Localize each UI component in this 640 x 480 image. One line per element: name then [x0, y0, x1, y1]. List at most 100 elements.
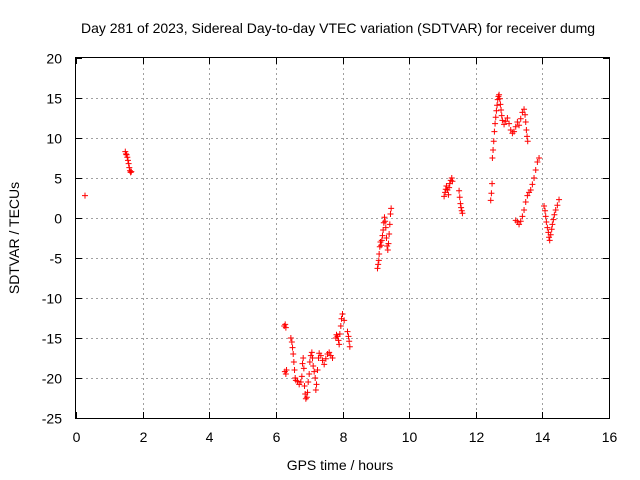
- data-point: [335, 337, 342, 344]
- y-axis-label: SDTVAR / TECUs: [6, 182, 22, 294]
- data-point: [496, 95, 503, 102]
- data-point: [514, 119, 521, 125]
- data-point: [489, 180, 496, 187]
- data-point: [502, 118, 509, 125]
- data-point: [529, 181, 536, 188]
- data-point: [124, 157, 131, 164]
- data-point: [524, 192, 531, 199]
- data-point: [504, 115, 511, 121]
- data-point: [346, 343, 353, 350]
- data-point: [456, 187, 463, 194]
- data-point: [124, 154, 131, 161]
- data-point: [329, 355, 336, 361]
- data-point: [541, 203, 548, 209]
- data-point: [441, 193, 448, 200]
- x-tick-label: 6: [273, 429, 281, 445]
- data-point: [493, 107, 500, 114]
- data-point: [126, 164, 133, 171]
- y-tick-label: -20: [42, 371, 62, 387]
- data-point: [126, 167, 133, 174]
- data-point: [496, 91, 503, 98]
- axis-ticks: [76, 58, 610, 419]
- y-tick-label: -10: [42, 291, 62, 307]
- y-tick-label: -25: [42, 411, 62, 427]
- data-point: [445, 191, 452, 198]
- tick-labels: 0 2 4 6 8 10 12 14 16 -25 -20 -15 -10 -5 0 5 10 15 20: [42, 51, 618, 446]
- data-point: [385, 240, 392, 247]
- x-tick-label: 0: [73, 429, 81, 445]
- x-tick-label: 2: [140, 429, 148, 445]
- data-point: [304, 389, 311, 396]
- data-point: [511, 128, 518, 135]
- data-point: [321, 361, 328, 368]
- data-point: [345, 333, 352, 340]
- data-point: [456, 194, 463, 201]
- data-point: [326, 349, 333, 356]
- data-point: [313, 381, 320, 388]
- data-point: [521, 207, 528, 213]
- data-point: [378, 242, 385, 249]
- data-point: [388, 205, 395, 212]
- data-point: [306, 359, 313, 365]
- data-point: [507, 127, 514, 133]
- y-tick-label: 5: [54, 171, 62, 187]
- data-point: [386, 221, 393, 228]
- x-axis-label: GPS time / hours: [287, 457, 394, 473]
- x-tick-label: 12: [469, 429, 485, 445]
- x-tick-label: 16: [602, 429, 618, 445]
- data-point: [299, 360, 306, 367]
- data-point: [491, 128, 498, 135]
- data-point: [516, 122, 523, 129]
- data-point: [122, 151, 129, 157]
- data-point: [322, 355, 329, 362]
- data-point: [546, 237, 553, 244]
- plot-frame: [75, 57, 610, 419]
- data-point: [531, 175, 538, 181]
- data-point: [532, 167, 539, 173]
- y-tick-label: -15: [42, 331, 62, 347]
- data-point: [458, 204, 465, 211]
- data-point: [499, 117, 506, 124]
- data-point: [127, 169, 134, 176]
- grid-lines: [76, 58, 609, 418]
- y-tick-label: 15: [46, 91, 62, 107]
- data-point: [339, 311, 346, 317]
- x-tick-label: 10: [402, 429, 418, 445]
- data-point: [517, 218, 524, 225]
- data-point: [376, 251, 383, 257]
- data-point: [303, 394, 310, 401]
- data-point: [314, 367, 321, 373]
- data-point: [310, 363, 317, 369]
- data-point: [522, 111, 529, 118]
- data-point: [337, 323, 344, 329]
- data-point: [282, 324, 289, 331]
- data-point: [381, 214, 388, 221]
- data-point: [346, 338, 353, 345]
- data-point: [375, 261, 382, 268]
- data-point: [287, 335, 294, 341]
- data-point: [341, 317, 348, 324]
- data-point: [302, 395, 309, 402]
- data-point: [492, 114, 499, 121]
- data-point: [488, 190, 495, 197]
- data-point: [536, 155, 543, 161]
- data-point: [556, 196, 563, 203]
- data-point: [543, 219, 550, 225]
- data-point: [446, 184, 453, 191]
- data-point: [336, 331, 343, 337]
- data-point: [386, 231, 393, 237]
- data-point: [312, 375, 319, 381]
- data-point: [549, 221, 556, 228]
- data-point: [374, 265, 381, 272]
- data-point: [498, 107, 505, 113]
- data-point: [375, 257, 382, 264]
- data-point: [290, 359, 297, 365]
- data-point: [506, 120, 513, 127]
- data-point: [448, 175, 455, 181]
- data-point: [542, 207, 549, 214]
- data-point: [291, 367, 298, 373]
- data-point: [300, 365, 307, 372]
- data-point: [298, 373, 305, 380]
- data-point: [319, 357, 326, 364]
- data-point: [317, 352, 324, 359]
